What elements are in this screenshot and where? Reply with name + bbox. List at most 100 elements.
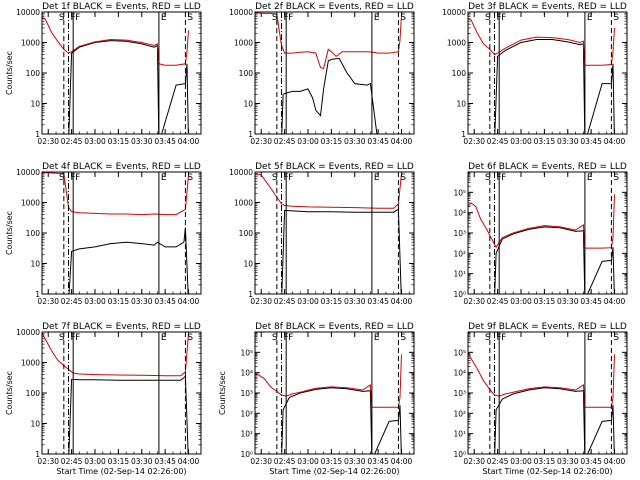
marker-label: E [587, 333, 593, 343]
lld-series-line [42, 333, 189, 377]
x-tick-label: 03:45 [580, 137, 602, 146]
x-tick-label: 04:00 [604, 457, 626, 466]
y-tick-label: 10⁰ [453, 450, 466, 459]
marker-label: F [288, 173, 293, 183]
y-tick-label: 10³ [240, 389, 253, 398]
marker-label: S [59, 333, 65, 343]
marker-label: E [161, 173, 167, 183]
plot-frame [467, 11, 628, 135]
events-series-line [68, 40, 189, 134]
y-tick-label: 10¹ [453, 270, 466, 279]
marker-label: S [613, 13, 619, 23]
x-tick-label: 03:45 [154, 457, 176, 466]
marker-label: S [187, 13, 193, 23]
y-tick-label: 1 [35, 290, 40, 299]
y-tick-label: 100 [239, 229, 254, 238]
y-tick-label: 10⁴ [240, 369, 253, 378]
x-tick-label: 02:45 [61, 457, 83, 466]
y-axis-label: Counts/sec [218, 371, 227, 415]
y-tick-label: 100 [26, 69, 41, 78]
plot-frame [254, 331, 415, 455]
x-tick-label: 03:45 [580, 457, 602, 466]
lld-series-line [468, 353, 615, 408]
y-tick-label: 10 [30, 420, 40, 429]
x-tick-label: 02:45 [274, 457, 296, 466]
panel-title: Det 9f BLACK = Events, RED = LLD [468, 322, 627, 332]
x-tick-label: 04:00 [604, 297, 626, 306]
panel-traces [468, 194, 615, 294]
panel-traces [255, 12, 402, 134]
plot-frame [467, 171, 628, 295]
marker-label: S [272, 333, 278, 343]
y-tick-label: 10⁴ [453, 209, 466, 218]
y-tick-label: 100 [26, 389, 41, 398]
y-tick-label: 10² [240, 409, 253, 418]
x-tick-label: 04:00 [391, 297, 413, 306]
x-tick-label: 03:45 [154, 297, 176, 306]
x-tick-label: 03:30 [557, 297, 579, 306]
y-tick-label: 100 [26, 229, 41, 238]
y-tick-label: 100 [452, 69, 467, 78]
x-tick-label: 02:45 [61, 137, 83, 146]
panel-traces [468, 353, 615, 454]
detector-panel-1: Det 1f BLACK = Events, RED = LLD 1 10 100 10… [5, 2, 202, 146]
y-tick-label: 10⁵ [240, 348, 253, 357]
panel-title: Det 5f BLACK = Events, RED = LLD [255, 162, 414, 172]
x-tick-label: 02:30 [37, 297, 59, 306]
y-tick-label: 1000 [21, 359, 40, 368]
y-tick-label: 100 [239, 69, 254, 78]
x-axis-label: Start Time (02-Sep-14 02:26:00) [482, 467, 612, 476]
marker-label: S [613, 333, 619, 343]
x-tick-label: 04:00 [178, 457, 200, 466]
x-tick-label: 02:30 [463, 297, 485, 306]
y-tick-label: 1000 [447, 39, 466, 48]
y-tick-label: 10 [30, 260, 40, 269]
panel-title: Det 7f BLACK = Events, RED = LLD [42, 322, 201, 332]
x-tick-label: 03:45 [154, 137, 176, 146]
marker-label: S [400, 173, 406, 183]
y-tick-label: 10⁴ [453, 369, 466, 378]
panel-title: Det 4f BLACK = Events, RED = LLD [42, 162, 201, 172]
marker-label: E [374, 333, 380, 343]
x-tick-label: 03:30 [131, 457, 153, 466]
marker-label: S [187, 333, 193, 343]
lld-series-line [255, 12, 402, 70]
marker-label: E [161, 13, 167, 23]
lld-series-line [468, 18, 615, 66]
x-tick-label: 03:45 [367, 457, 389, 466]
events-series-line [68, 375, 189, 454]
marker-label: E [587, 13, 593, 23]
y-tick-label: 10000 [16, 8, 40, 17]
x-tick-label: 02:45 [487, 297, 509, 306]
y-tick-label: 10 [243, 100, 253, 109]
x-tick-label: 03:30 [557, 137, 579, 146]
x-tick-label: 02:45 [61, 297, 83, 306]
x-tick-label: 03:15 [534, 297, 556, 306]
x-tick-label: 03:15 [108, 137, 130, 146]
panel-traces [42, 17, 189, 134]
panel-title: Det 2f BLACK = Events, RED = LLD [255, 2, 414, 12]
x-tick-label: 03:30 [344, 137, 366, 146]
x-tick-label: 04:00 [391, 137, 413, 146]
y-tick-label: 1 [248, 130, 253, 139]
marker-label: S [485, 173, 491, 183]
events-series-line [494, 387, 615, 454]
marker-label: S [187, 173, 193, 183]
y-axis-label: Counts/sec [5, 371, 14, 415]
x-tick-label: 04:00 [391, 457, 413, 466]
y-tick-label: 10² [453, 409, 466, 418]
y-tick-label: 10³ [453, 389, 466, 398]
marker-label: F [75, 173, 80, 183]
plot-frame [254, 11, 415, 135]
marker-label: S [400, 333, 406, 343]
detector-panel-5: Det 5f BLACK = Events, RED = LLD 1 10 100 10… [229, 162, 415, 306]
panel-traces [468, 18, 615, 134]
y-axis-label: Counts/sec [5, 211, 14, 255]
x-tick-label: 03:15 [321, 297, 343, 306]
x-tick-label: 03:30 [557, 457, 579, 466]
marker-label: S [613, 173, 619, 183]
x-tick-label: 04:00 [178, 297, 200, 306]
events-series-line [281, 387, 402, 454]
x-tick-label: 02:30 [37, 137, 59, 146]
